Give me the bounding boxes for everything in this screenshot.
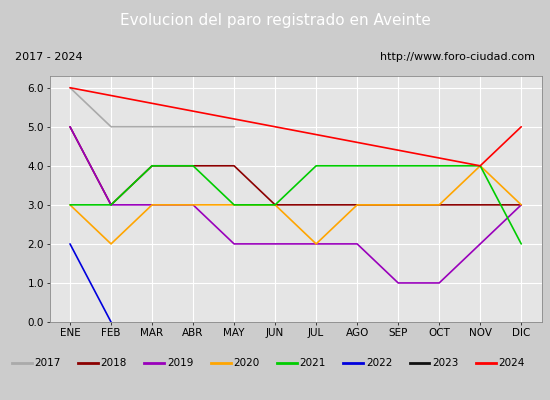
Text: 2019: 2019 bbox=[167, 358, 194, 368]
Text: 2017 - 2024: 2017 - 2024 bbox=[15, 52, 83, 62]
Text: 2022: 2022 bbox=[366, 358, 392, 368]
Text: Evolucion del paro registrado en Aveinte: Evolucion del paro registrado en Aveinte bbox=[119, 14, 431, 28]
Text: 2018: 2018 bbox=[101, 358, 127, 368]
Text: 2024: 2024 bbox=[498, 358, 525, 368]
Text: 2020: 2020 bbox=[233, 358, 260, 368]
Text: 2017: 2017 bbox=[35, 358, 61, 368]
Text: http://www.foro-ciudad.com: http://www.foro-ciudad.com bbox=[380, 52, 535, 62]
Text: 2021: 2021 bbox=[300, 358, 326, 368]
Text: 2023: 2023 bbox=[432, 358, 459, 368]
